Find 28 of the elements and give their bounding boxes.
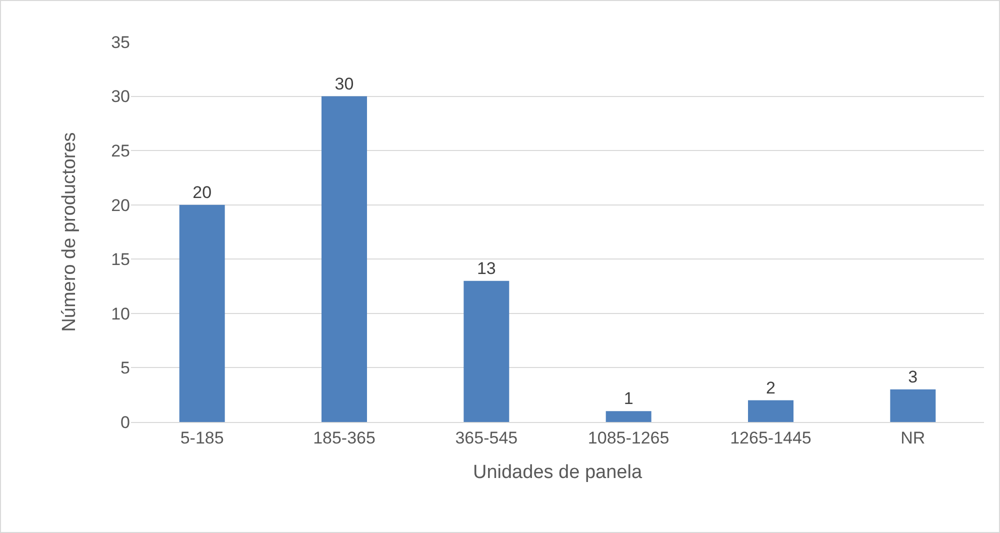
x-tick-label: 1085-1265 bbox=[588, 428, 670, 448]
y-tick-label: 30 bbox=[111, 87, 130, 106]
x-tick-label: NR bbox=[900, 428, 926, 448]
x-axis-title: Unidades de panela bbox=[472, 462, 642, 484]
y-tick-label: 0 bbox=[120, 412, 130, 432]
data-label: 1 bbox=[624, 389, 634, 408]
bar bbox=[179, 204, 225, 422]
bar bbox=[606, 411, 652, 422]
y-tick-label: 20 bbox=[111, 196, 130, 215]
y-tick-label: 5 bbox=[120, 358, 130, 378]
bar bbox=[890, 389, 936, 422]
x-tick-label: 1265-1445 bbox=[730, 428, 812, 448]
x-tick-label: 5-185 bbox=[180, 428, 224, 448]
y-tick-label: 15 bbox=[111, 250, 130, 270]
bar bbox=[748, 400, 794, 422]
y-tick-label: 10 bbox=[111, 304, 130, 324]
bar bbox=[322, 96, 367, 422]
data-label: 20 bbox=[192, 182, 212, 202]
data-label: 13 bbox=[476, 258, 496, 278]
x-tick-label: 185-365 bbox=[313, 428, 376, 448]
data-label: 30 bbox=[334, 74, 354, 94]
bar bbox=[464, 280, 510, 422]
y-tick-label: 25 bbox=[111, 142, 130, 161]
data-label: 3 bbox=[908, 367, 918, 386]
y-tick-label: 35 bbox=[111, 32, 130, 52]
x-tick-label: 365-545 bbox=[455, 428, 518, 448]
y-axis-title: Número de productores bbox=[58, 132, 80, 332]
data-label: 2 bbox=[766, 378, 776, 398]
